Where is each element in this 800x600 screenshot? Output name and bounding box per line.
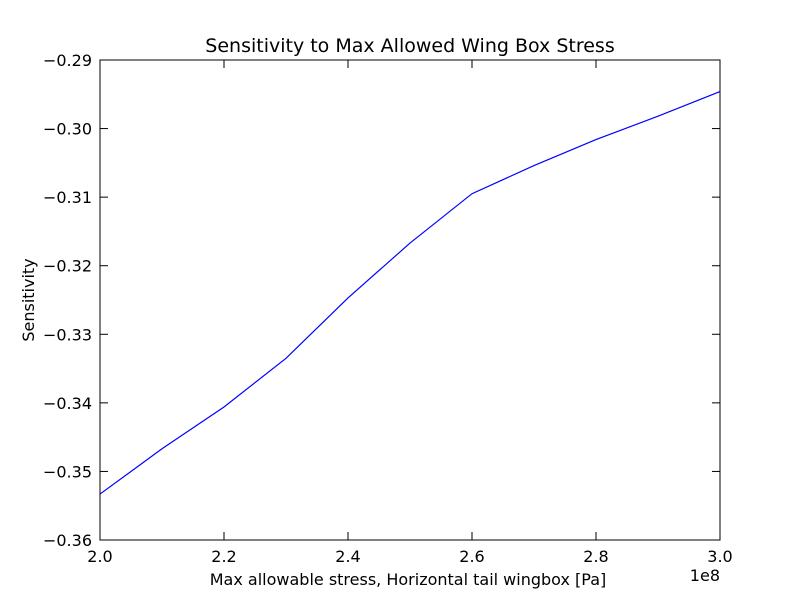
series-line-0 [99, 90, 721, 495]
x-tick-label: 2.2 [211, 547, 236, 566]
chart-title: Sensitivity to Max Allowed Wing Box Stre… [205, 35, 614, 57]
y-tick-label: −0.36 [43, 531, 92, 550]
y-tick-label: −0.34 [43, 394, 92, 413]
x-tick-label: 3.0 [707, 547, 732, 566]
x-tick-label: 2.6 [459, 547, 484, 566]
y-tick-label: −0.33 [43, 325, 92, 344]
x-axis-label: Max allowable stress, Horizontal tail wi… [210, 570, 606, 589]
y-tick-label: −0.35 [43, 462, 92, 481]
series-layer [99, 90, 721, 495]
y-tick-label: −0.32 [43, 257, 92, 276]
x-tick-label: 2.4 [335, 547, 360, 566]
y-axis-label: Sensitivity [19, 258, 38, 341]
y-tick-label: −0.31 [43, 188, 92, 207]
y-tick-label: −0.29 [43, 51, 92, 70]
plot-frame [99, 59, 721, 541]
x-axis-offset-label: 1e8 [690, 566, 720, 585]
x-tick-label: 2.0 [87, 547, 112, 566]
ticks-layer: 2.0 2.2 2.4 2.6 2.8 3.0 −0.36 −0.35 −0.34 −0.33 −0… [43, 51, 733, 566]
x-tick-label: 2.8 [583, 547, 608, 566]
y-tick-label: −0.30 [43, 120, 92, 139]
